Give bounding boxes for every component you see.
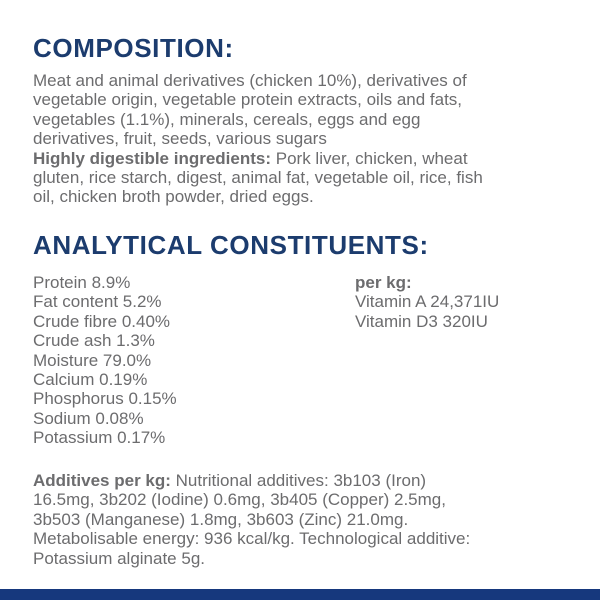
analytical-right-column: per kg: Vitamin A 24,371IU Vitamin D3 320… xyxy=(355,273,499,331)
text-line: oil, chicken broth powder, dried eggs. xyxy=(33,187,314,207)
bold-label: Highly digestible ingredients: xyxy=(33,148,272,168)
text-line: Highly digestible ingredients: Pork live… xyxy=(33,148,468,168)
additives-paragraph: Additives per kg: Nutritional additives:… xyxy=(33,471,470,568)
constituent-item: Crude ash 1.3% xyxy=(33,331,155,351)
vitamin-list: Vitamin A 24,371IU Vitamin D3 320IU xyxy=(355,292,499,331)
constituent-item: Protein 8.9% xyxy=(33,273,131,292)
constituent-item: Calcium 0.19% xyxy=(33,370,148,390)
text-line: gluten, rice starch, digest, animal fat,… xyxy=(33,168,483,188)
text-line: derivatives, fruit, seeds, various sugar… xyxy=(33,129,327,149)
bottom-accent-bar xyxy=(0,589,600,600)
constituent-item: Phosphorus 0.15% xyxy=(33,389,177,409)
analytical-left-column: Protein 8.9% Fat content 5.2% Crude fibre … xyxy=(33,273,177,448)
composition-paragraph: Meat and animal derivatives (chicken 10%… xyxy=(33,71,483,207)
constituent-item: Moisture 79.0% xyxy=(33,350,152,370)
text-line: Potassium alginate 5g. xyxy=(33,548,205,568)
vitamin-item: Vitamin D3 320IU xyxy=(355,311,488,331)
constituent-item: Potassium 0.17% xyxy=(33,428,166,448)
text-line: vegetables (1.1%), minerals, cereals, eg… xyxy=(33,109,421,129)
constituent-item: Fat content 5.2% xyxy=(33,292,162,312)
vitamin-item: Vitamin A 24,371IU xyxy=(355,292,500,312)
per-kg-heading: per kg: xyxy=(355,273,412,292)
constituent-item: Crude fibre 0.40% xyxy=(33,311,171,331)
composition-heading: COMPOSITION: xyxy=(33,33,234,63)
text-line: 16.5mg, 3b202 (Iodine) 0.6mg, 3b405 (Cop… xyxy=(33,490,446,510)
text-line: Additives per kg: Nutritional additives:… xyxy=(33,471,427,490)
bold-label: Additives per kg: xyxy=(33,471,171,490)
analytical-constituents-heading: ANALYTICAL CONSTITUENTS: xyxy=(33,230,429,260)
text-line: 3b503 (Manganese) 1.8mg, 3b603 (Zinc) 21… xyxy=(33,509,409,529)
text-line: vegetable origin, vegetable protein extr… xyxy=(33,90,463,110)
text-line: Meat and animal derivatives (chicken 10%… xyxy=(33,71,467,90)
constituent-item: Sodium 0.08% xyxy=(33,408,144,428)
text-line: Metabolisable energy: 936 kcal/kg. Techn… xyxy=(33,529,471,549)
